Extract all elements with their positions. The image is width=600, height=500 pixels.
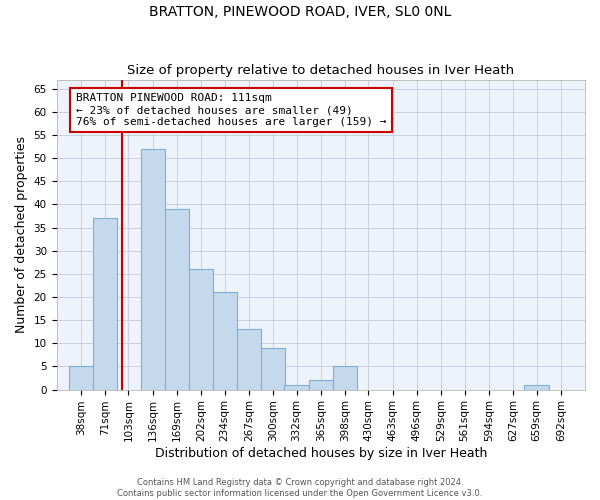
Bar	[237, 330, 261, 390]
Bar	[261, 348, 285, 390]
Bar	[165, 209, 189, 390]
Text: BRATTON PINEWOOD ROAD: 111sqm
← 23% of detached houses are smaller (49)
76% of s: BRATTON PINEWOOD ROAD: 111sqm ← 23% of d…	[76, 94, 386, 126]
Y-axis label: Number of detached properties: Number of detached properties	[15, 136, 28, 333]
Text: BRATTON, PINEWOOD ROAD, IVER, SL0 0NL: BRATTON, PINEWOOD ROAD, IVER, SL0 0NL	[149, 5, 451, 19]
Text: Contains HM Land Registry data © Crown copyright and database right 2024.
Contai: Contains HM Land Registry data © Crown c…	[118, 478, 482, 498]
Bar	[93, 218, 117, 390]
Bar	[68, 366, 93, 390]
Bar	[308, 380, 333, 390]
Bar	[284, 385, 308, 390]
X-axis label: Distribution of detached houses by size in Iver Heath: Distribution of detached houses by size …	[155, 447, 487, 460]
Bar	[140, 149, 165, 390]
Bar	[333, 366, 357, 390]
Title: Size of property relative to detached houses in Iver Heath: Size of property relative to detached ho…	[127, 64, 514, 77]
Bar	[212, 292, 237, 390]
Bar	[524, 385, 548, 390]
Bar	[189, 270, 213, 390]
